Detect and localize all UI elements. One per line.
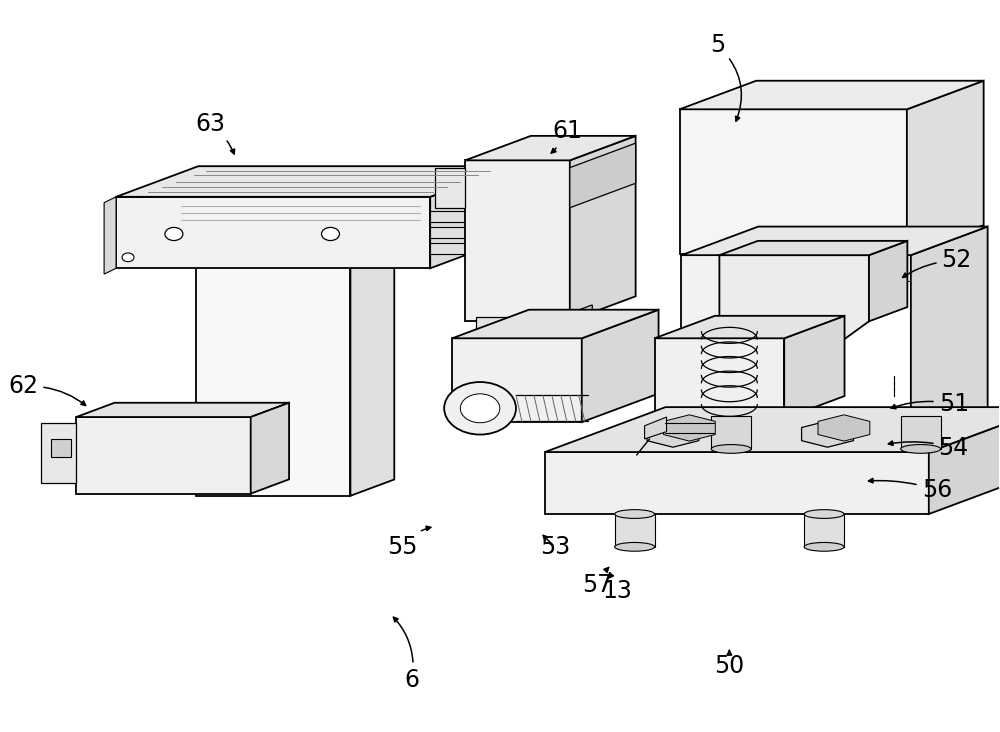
Text: 54: 54 bbox=[888, 436, 969, 460]
Text: 50: 50 bbox=[714, 651, 744, 679]
Polygon shape bbox=[116, 197, 430, 269]
Polygon shape bbox=[452, 338, 582, 422]
Polygon shape bbox=[719, 255, 869, 376]
Polygon shape bbox=[615, 514, 655, 547]
Polygon shape bbox=[681, 255, 911, 488]
Polygon shape bbox=[435, 168, 465, 208]
Text: 6: 6 bbox=[393, 617, 420, 692]
Polygon shape bbox=[645, 417, 667, 439]
Polygon shape bbox=[465, 160, 570, 321]
Polygon shape bbox=[196, 263, 350, 496]
Polygon shape bbox=[350, 246, 394, 496]
Text: 56: 56 bbox=[868, 478, 952, 502]
Circle shape bbox=[321, 228, 339, 241]
Ellipse shape bbox=[804, 509, 844, 518]
Polygon shape bbox=[818, 415, 870, 441]
Ellipse shape bbox=[615, 542, 655, 551]
Text: 51: 51 bbox=[891, 392, 969, 416]
Text: 62: 62 bbox=[8, 375, 86, 406]
Polygon shape bbox=[465, 136, 636, 160]
Polygon shape bbox=[663, 415, 715, 441]
Polygon shape bbox=[719, 426, 774, 438]
Polygon shape bbox=[655, 338, 784, 419]
Polygon shape bbox=[680, 81, 984, 109]
Polygon shape bbox=[582, 310, 659, 422]
Ellipse shape bbox=[615, 509, 655, 518]
Polygon shape bbox=[430, 166, 512, 269]
Polygon shape bbox=[51, 439, 71, 458]
Text: 52: 52 bbox=[903, 248, 972, 277]
Text: 55: 55 bbox=[387, 526, 431, 559]
Polygon shape bbox=[104, 197, 116, 274]
Polygon shape bbox=[570, 136, 636, 321]
Text: 5: 5 bbox=[710, 33, 741, 122]
Polygon shape bbox=[680, 109, 907, 254]
Polygon shape bbox=[755, 429, 779, 435]
Polygon shape bbox=[784, 315, 845, 419]
Polygon shape bbox=[430, 211, 495, 222]
Ellipse shape bbox=[804, 542, 844, 551]
Circle shape bbox=[165, 228, 183, 241]
Polygon shape bbox=[726, 280, 911, 463]
Polygon shape bbox=[911, 227, 988, 488]
Polygon shape bbox=[570, 143, 636, 208]
Polygon shape bbox=[901, 416, 941, 449]
Polygon shape bbox=[559, 305, 592, 354]
Polygon shape bbox=[430, 227, 495, 238]
Polygon shape bbox=[681, 227, 988, 255]
Polygon shape bbox=[476, 317, 559, 354]
Text: 53: 53 bbox=[540, 535, 570, 559]
Text: 57: 57 bbox=[583, 567, 613, 597]
Polygon shape bbox=[711, 416, 751, 449]
Circle shape bbox=[444, 382, 516, 435]
Polygon shape bbox=[452, 310, 659, 338]
Text: 13: 13 bbox=[603, 572, 633, 602]
Polygon shape bbox=[802, 421, 853, 447]
Polygon shape bbox=[116, 166, 512, 197]
Polygon shape bbox=[869, 241, 907, 321]
Ellipse shape bbox=[711, 444, 751, 453]
Polygon shape bbox=[430, 243, 495, 254]
Text: 61: 61 bbox=[551, 119, 583, 153]
Text: 63: 63 bbox=[196, 112, 235, 154]
Polygon shape bbox=[545, 407, 1000, 452]
Polygon shape bbox=[804, 514, 844, 547]
Ellipse shape bbox=[901, 444, 941, 453]
Circle shape bbox=[122, 253, 134, 262]
Polygon shape bbox=[76, 403, 289, 417]
Polygon shape bbox=[929, 407, 1000, 514]
Polygon shape bbox=[76, 417, 251, 493]
Polygon shape bbox=[647, 421, 699, 447]
Polygon shape bbox=[655, 315, 845, 338]
Polygon shape bbox=[545, 452, 929, 514]
Circle shape bbox=[460, 394, 500, 423]
Polygon shape bbox=[251, 403, 289, 493]
Polygon shape bbox=[196, 246, 394, 263]
Polygon shape bbox=[41, 423, 76, 482]
Polygon shape bbox=[907, 81, 984, 254]
Polygon shape bbox=[719, 241, 907, 255]
